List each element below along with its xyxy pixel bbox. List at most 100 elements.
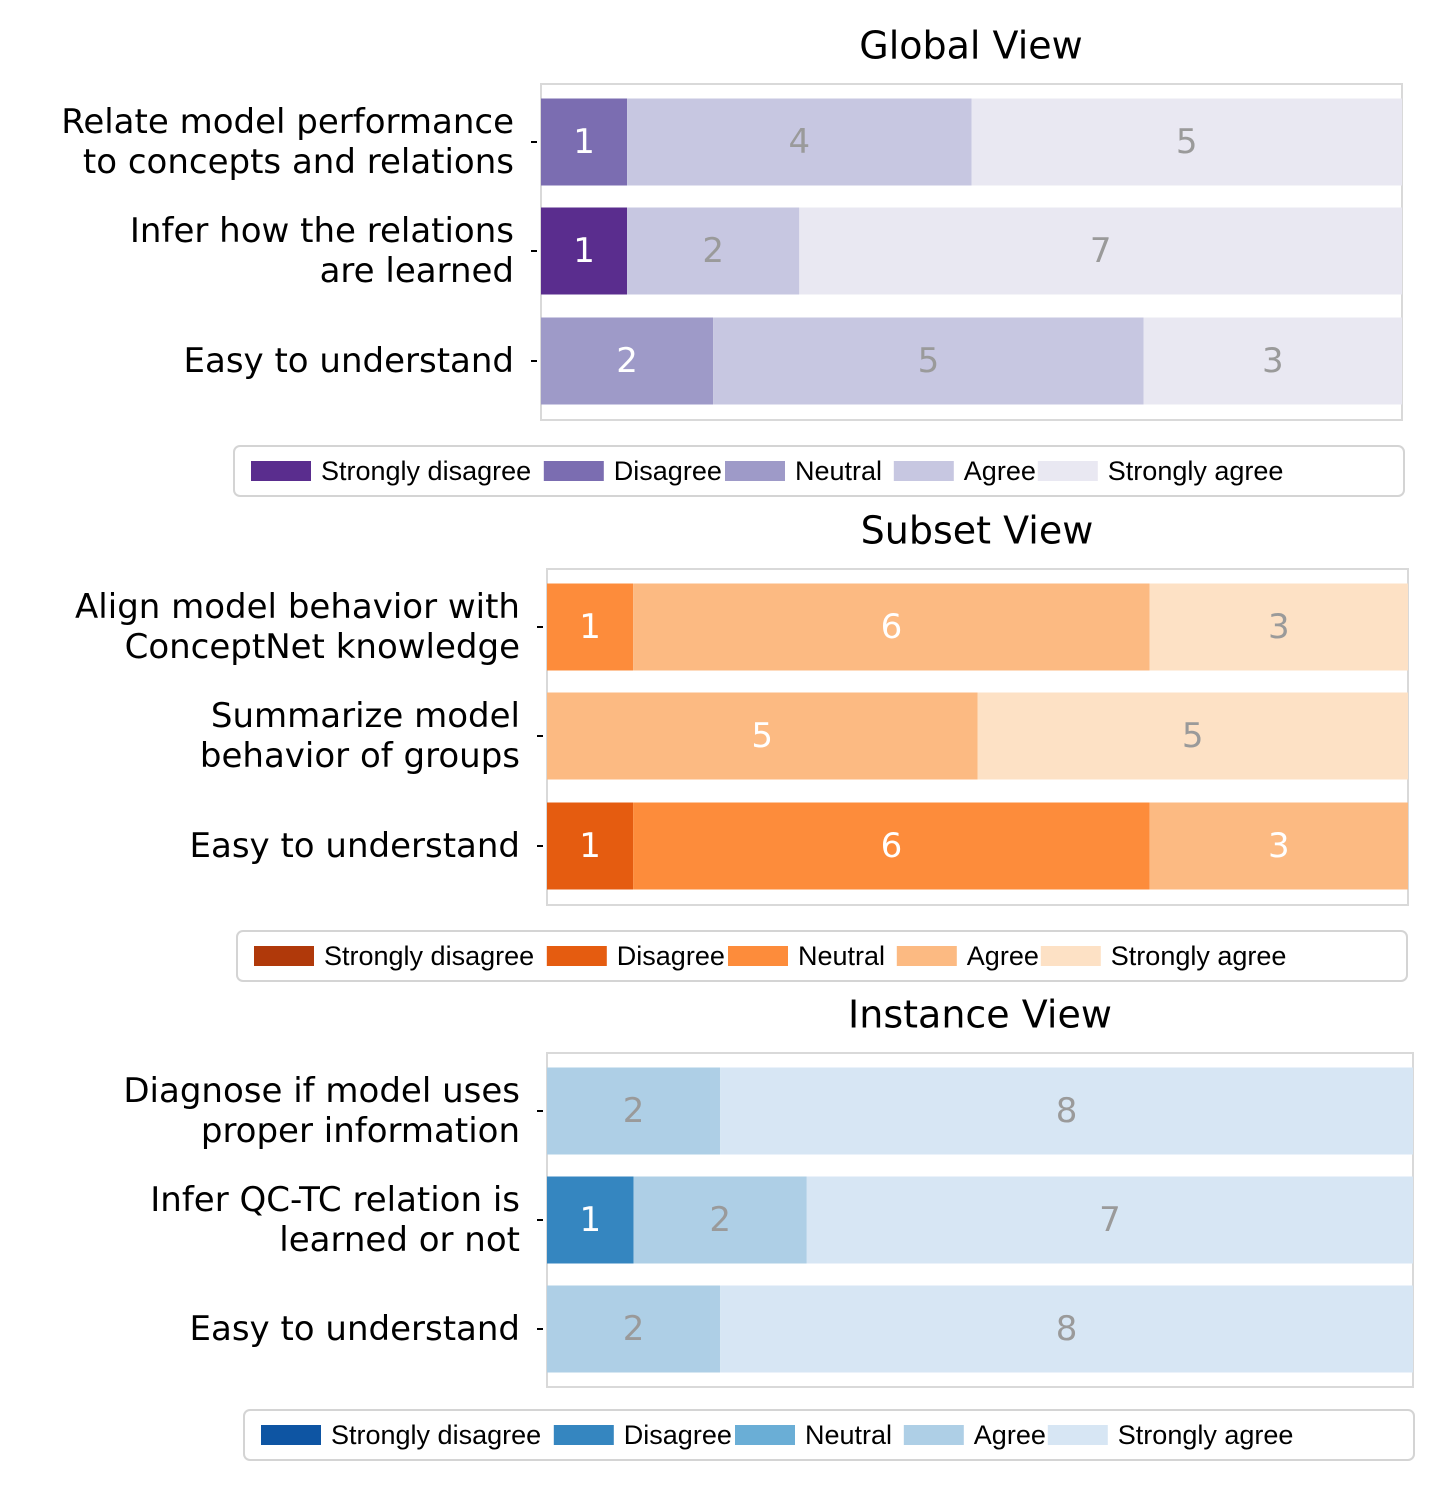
bar-segment-neutral	[547, 583, 634, 671]
bar-segment-strongly-agree	[799, 207, 1402, 295]
data-label: 1	[573, 122, 595, 162]
data-label: 1	[579, 607, 601, 647]
panel-global-view: Global View 1 4 5 Relate model performance to…	[61, 24, 1405, 497]
legend-swatch-disagree	[553, 1425, 614, 1445]
legend-label: Agree	[964, 456, 1036, 486]
bar-segment-agree	[627, 98, 972, 186]
data-label: 7	[1090, 231, 1112, 271]
panel-instance-view: Instance View 2 8 Diagnose if model uses pro…	[123, 993, 1415, 1461]
panel-title: Global View	[859, 24, 1082, 68]
legend-label: Neutral	[795, 456, 882, 486]
data-label: 2	[709, 1200, 731, 1240]
bar-segment-strongly-agree	[1149, 583, 1408, 671]
data-label: 5	[1182, 716, 1204, 756]
data-label: 8	[1056, 1091, 1078, 1131]
bar-segment-strongly-agree	[977, 692, 1408, 780]
data-label: 5	[918, 341, 940, 381]
legend-swatch-neutral	[735, 1425, 795, 1445]
legend-label: Strongly disagree	[331, 1420, 541, 1450]
data-label: 1	[573, 231, 595, 271]
data-label: 4	[788, 122, 810, 162]
y-tick-label: Summarize model behavior of groups	[200, 696, 520, 776]
data-label: 6	[881, 826, 903, 866]
legend-label: Neutral	[798, 941, 885, 971]
bar-segment-agree	[547, 1067, 721, 1155]
data-label: 3	[1268, 826, 1290, 866]
legend-swatch-neutral	[725, 461, 785, 481]
data-label: 2	[702, 231, 724, 271]
legend-swatch-agree	[896, 946, 957, 966]
legend-label: Agree	[967, 941, 1039, 971]
data-label: 2	[623, 1309, 645, 1349]
legend-label: Disagree	[624, 1420, 732, 1450]
data-label: 3	[1262, 341, 1284, 381]
data-label: 6	[881, 607, 903, 647]
bar-segment-agree	[1149, 802, 1408, 890]
legend-label: Strongly agree	[1108, 456, 1284, 486]
bar-segment-agree	[627, 207, 800, 295]
bar-segment-strongly-agree	[806, 1176, 1413, 1264]
bar-segment-disagree	[541, 98, 628, 186]
legend: Strongly disagree Disagree Neutral Agree Str…	[243, 1409, 1415, 1461]
legend-swatch-disagree	[543, 461, 604, 481]
legend-box	[243, 1409, 1415, 1461]
y-tick-label: Easy to understand	[190, 826, 521, 866]
data-label: 8	[1056, 1309, 1078, 1349]
bar-segment-disagree	[547, 1176, 634, 1264]
legend-label: Strongly agree	[1111, 941, 1287, 971]
legend: Strongly disagree Disagree Neutral Agree Str…	[233, 445, 1405, 497]
legend-label: Strongly disagree	[321, 456, 531, 486]
bar-segment-agree	[713, 317, 1144, 405]
legend-label: Disagree	[614, 456, 722, 486]
legend-label: Disagree	[617, 941, 725, 971]
bar-segment-strongly-agree	[720, 1067, 1413, 1155]
panel-title: Subset View	[861, 509, 1094, 553]
bar-segment-agree	[633, 583, 1150, 671]
bar-segment-strongly-agree	[720, 1285, 1413, 1373]
data-label: 5	[751, 716, 773, 756]
legend-swatch-strongly-disagree	[261, 1425, 321, 1445]
y-tick-label: Easy to understand	[190, 1309, 521, 1349]
legend-swatch-disagree	[546, 946, 607, 966]
y-tick-label: Align model behavior with ConceptNet know…	[75, 587, 520, 667]
bar-segment-neutral	[541, 317, 714, 405]
bar-segment-disagree	[547, 802, 634, 890]
bar-segment-agree	[547, 692, 978, 780]
panel-subset-view: Subset View 1 6 3 Align model behavior with C…	[75, 509, 1409, 982]
data-label: 2	[616, 341, 638, 381]
legend-swatch-strongly-agree	[1047, 1425, 1108, 1445]
bar-segment-strongly-disagree	[541, 207, 628, 295]
data-label: 3	[1268, 607, 1290, 647]
legend-box	[233, 445, 1405, 497]
legend-swatch-strongly-disagree	[251, 461, 311, 481]
data-label: 1	[579, 1200, 601, 1240]
bar-segment-agree	[547, 1285, 721, 1373]
legend-label: Strongly agree	[1118, 1420, 1294, 1450]
legend-swatch-agree	[893, 461, 954, 481]
legend-box	[236, 930, 1408, 982]
y-tick-label: Infer how the relations are learned	[130, 211, 514, 291]
y-tick-label: Easy to understand	[184, 341, 515, 381]
data-label: 1	[579, 826, 601, 866]
y-tick-label: Relate model performance to concepts and …	[61, 102, 514, 182]
legend: Strongly disagree Disagree Neutral Agree Str…	[236, 930, 1408, 982]
data-label: 2	[623, 1091, 645, 1131]
y-tick-label: Diagnose if model uses proper information	[123, 1071, 520, 1151]
bar-segment-agree	[633, 1176, 807, 1264]
panel-title: Instance View	[848, 993, 1112, 1037]
legend-swatch-agree	[903, 1425, 964, 1445]
legend-swatch-strongly-agree	[1040, 946, 1101, 966]
y-tick-label: Infer QC-TC relation is learned or not	[150, 1180, 520, 1260]
bar-segment-strongly-agree	[1143, 317, 1402, 405]
data-label: 7	[1099, 1200, 1121, 1240]
legend-swatch-strongly-agree	[1037, 461, 1098, 481]
legend-swatch-strongly-disagree	[254, 946, 314, 966]
legend-label: Strongly disagree	[324, 941, 534, 971]
bar-segment-strongly-agree	[971, 98, 1402, 186]
bar-segment-neutral	[633, 802, 1150, 890]
data-label: 5	[1176, 122, 1198, 162]
legend-swatch-neutral	[728, 946, 788, 966]
legend-label: Agree	[974, 1420, 1046, 1450]
